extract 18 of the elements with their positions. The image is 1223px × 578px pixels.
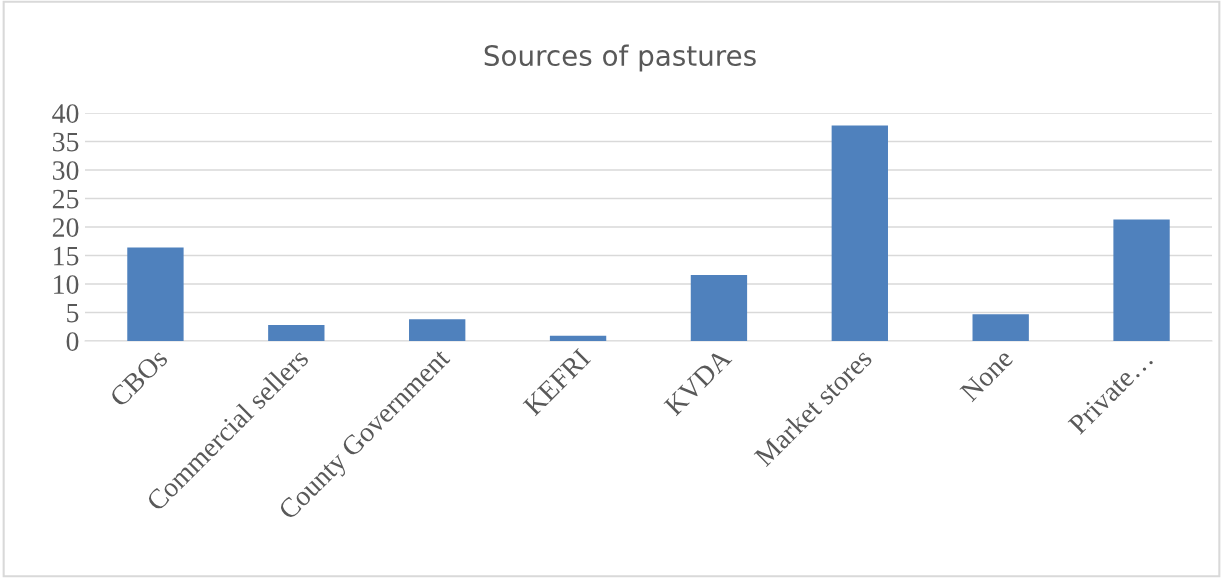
y-tick-label: 5 xyxy=(67,303,79,323)
y-tick-label: 30 xyxy=(52,161,79,180)
bar xyxy=(1113,219,1170,341)
bar xyxy=(127,247,184,341)
bar xyxy=(972,314,1029,341)
chart-title: Sources of pastures xyxy=(484,44,756,72)
y-tick-label: 10 xyxy=(54,275,79,294)
y-tick-label: 40 xyxy=(52,104,79,123)
bar xyxy=(268,325,325,341)
y-tick-label: 35 xyxy=(52,132,79,152)
bar xyxy=(549,335,607,341)
y-tick-label: 20 xyxy=(52,218,79,237)
y-tick-label: 25 xyxy=(52,189,79,209)
bar xyxy=(409,319,466,341)
y-tick-label: 15 xyxy=(54,246,79,266)
y-tick-label: 0 xyxy=(66,332,79,351)
bar xyxy=(690,274,748,341)
bar xyxy=(831,125,888,341)
